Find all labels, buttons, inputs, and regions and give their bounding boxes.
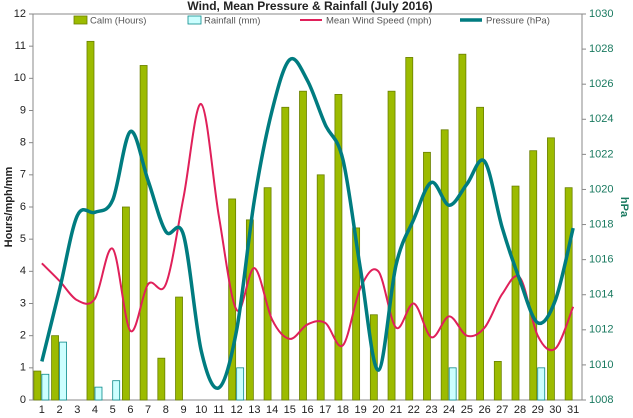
y2-tick-label: 1020 [589, 183, 613, 195]
bar [157, 357, 166, 401]
y2-tick-label: 1014 [589, 289, 613, 301]
bar [493, 360, 502, 401]
y2-tick-label: 1026 [589, 78, 613, 90]
x-tick-label: 22 [408, 404, 420, 416]
bar [59, 341, 67, 401]
x-tick-label: 10 [195, 404, 207, 416]
legend-swatch [73, 15, 88, 25]
x-tick-label: 12 [231, 404, 243, 416]
y2-tick-label: 1012 [589, 324, 613, 336]
y2-tick-label: 1024 [589, 113, 613, 125]
y-tick-label: 7 [20, 169, 26, 181]
x-tick-label: 19 [355, 404, 367, 416]
bar [448, 367, 457, 401]
y-tick-label: 12 [14, 8, 26, 20]
y2-tick-label: 1018 [589, 218, 613, 230]
x-tick-label: 17 [319, 404, 331, 416]
y-axis-label: Hours/mph/mm [3, 166, 15, 247]
x-tick-label: 21 [390, 404, 402, 416]
y2-tick-label: 1010 [589, 359, 613, 371]
legend-label: Mean Wind Speed (mph) [326, 16, 432, 27]
x-tick-label: 7 [145, 404, 151, 416]
x-tick-label: 24 [443, 404, 455, 416]
bar [316, 174, 325, 401]
legend-label: Calm (Hours) [90, 16, 146, 27]
y-tick-label: 3 [20, 297, 26, 309]
x-tick-label: 28 [514, 404, 526, 416]
bar [281, 106, 290, 401]
y-tick-label: 9 [20, 104, 26, 116]
bar [423, 151, 431, 401]
line [41, 103, 575, 352]
x-tick-label: 16 [301, 404, 313, 416]
y-tick-label: 4 [20, 265, 26, 277]
x-tick-label: 14 [266, 404, 278, 416]
y2-tick-label: 1016 [589, 254, 613, 266]
x-tick-label: 6 [127, 404, 133, 416]
bar [511, 185, 520, 401]
x-tick-label: 27 [496, 404, 508, 416]
x-tick-label: 11 [213, 404, 224, 416]
bar [537, 367, 546, 401]
x-tick-label: 4 [92, 404, 98, 416]
y2-axis-label: hPa [618, 197, 630, 218]
bar [547, 137, 555, 401]
y-tick-label: 2 [20, 330, 26, 342]
x-tick-label: 8 [163, 404, 169, 416]
x-tick-label: 18 [337, 404, 349, 416]
chart-title: Wind, Mean Pressure & Rainfall (July 201… [187, 0, 432, 13]
x-tick-label: 13 [248, 404, 260, 416]
bar [33, 370, 42, 401]
y-tick-label: 0 [20, 394, 26, 406]
x-tick-label: 26 [478, 404, 490, 416]
bar [529, 150, 538, 401]
x-tick-label: 2 [57, 404, 63, 416]
y-tick-label: 6 [20, 201, 26, 213]
x-tick-label: 15 [284, 404, 296, 416]
legend-label: Pressure (hPa) [486, 16, 550, 27]
bar [139, 65, 148, 401]
x-tick-label: 3 [74, 404, 80, 416]
bar [122, 206, 130, 401]
legend-label: Rainfall (mm) [204, 16, 260, 27]
bar [236, 367, 245, 401]
bar [440, 129, 449, 401]
y2-tick-label: 1030 [589, 8, 613, 20]
bar [387, 90, 396, 401]
bar [41, 373, 50, 401]
x-tick-label: 25 [461, 404, 473, 416]
bar [51, 335, 59, 401]
y-tick-label: 11 [15, 40, 26, 52]
y2-tick-label: 1028 [589, 43, 613, 55]
y2-tick-label: 1022 [589, 148, 613, 160]
bar [175, 296, 183, 401]
bar [564, 187, 573, 401]
x-tick-label: 29 [532, 404, 544, 416]
x-tick-label: 1 [39, 404, 45, 416]
bar [476, 106, 484, 401]
y-tick-label: 1 [20, 362, 26, 374]
legend-swatch [187, 15, 202, 25]
x-tick-label: 23 [425, 404, 437, 416]
bar [94, 386, 103, 401]
bar [86, 40, 95, 401]
bar [458, 53, 467, 401]
bar [334, 94, 343, 401]
x-tick-label: 30 [549, 404, 561, 416]
bar [112, 380, 121, 401]
y-tick-label: 8 [20, 137, 26, 149]
x-tick-label: 20 [372, 404, 384, 416]
line [40, 56, 575, 390]
x-tick-label: 9 [180, 404, 186, 416]
x-tick-label: 5 [110, 404, 116, 416]
bar [299, 90, 307, 401]
y-tick-label: 10 [14, 72, 26, 84]
y2-tick-label: 1008 [589, 394, 613, 406]
x-tick-label: 31 [567, 404, 579, 416]
y-tick-label: 5 [20, 233, 26, 245]
